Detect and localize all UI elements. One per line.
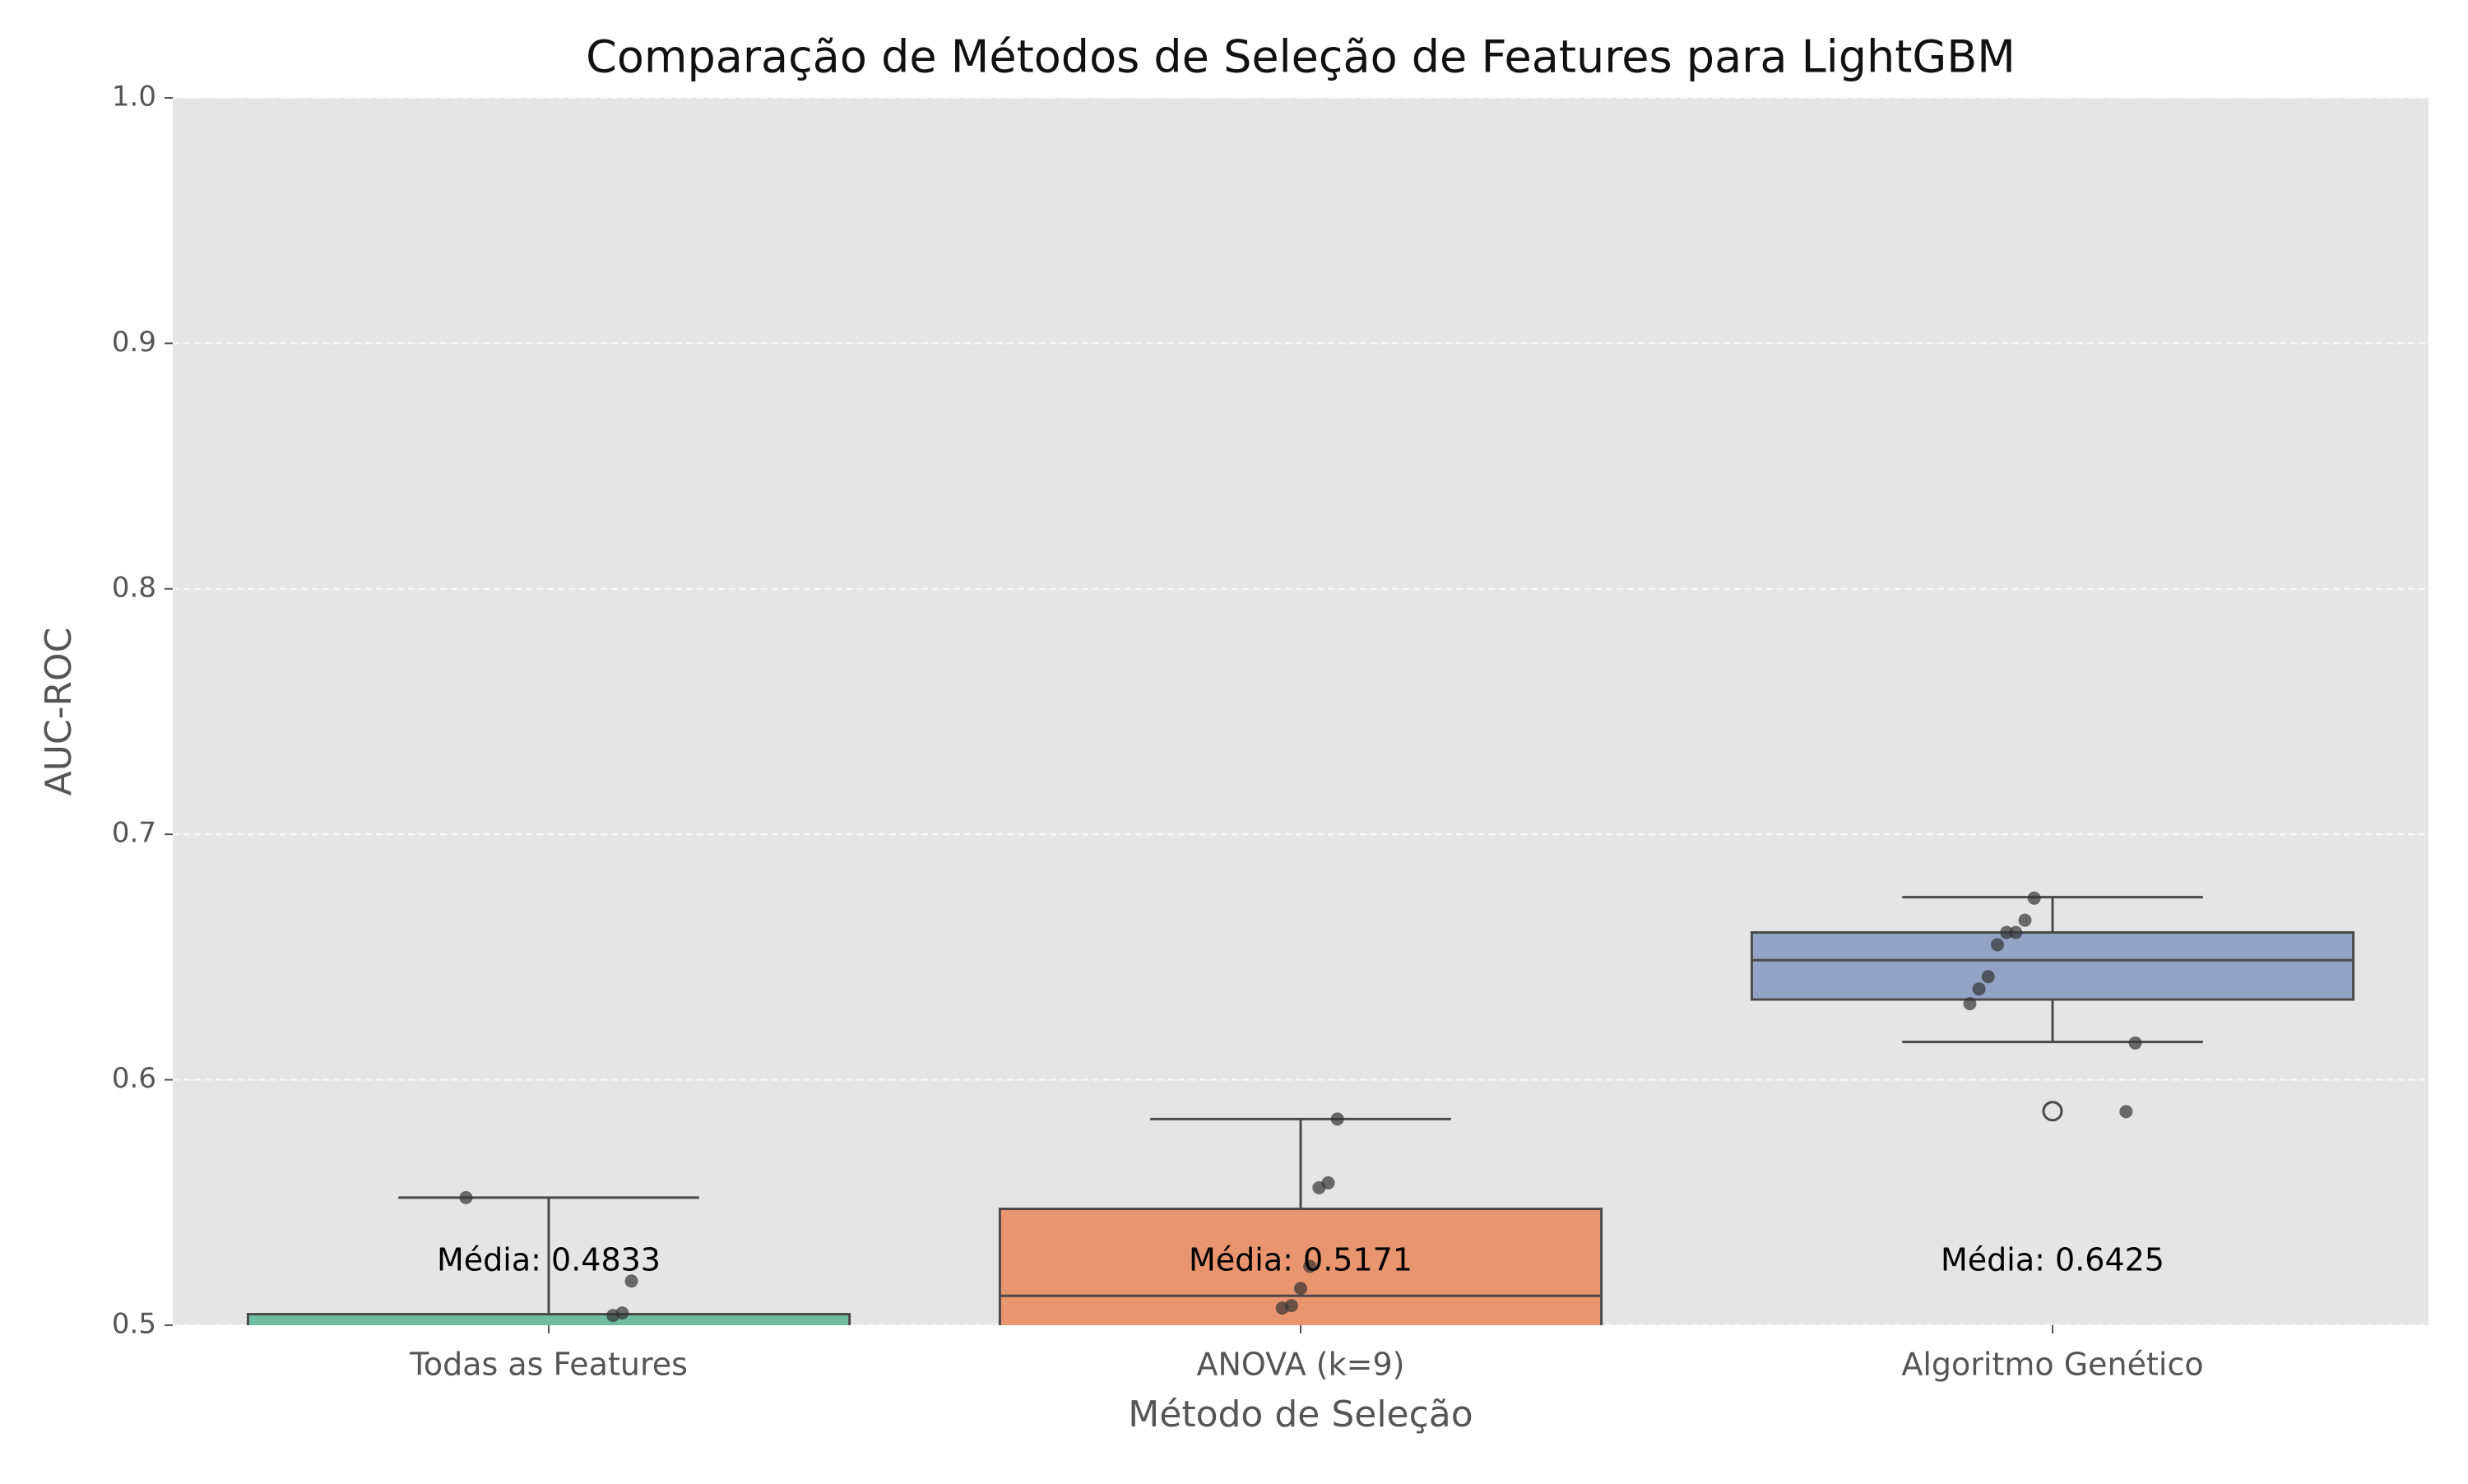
data-point bbox=[2119, 1105, 2133, 1119]
data-point bbox=[2128, 1036, 2142, 1050]
box bbox=[246, 1313, 851, 1325]
box bbox=[998, 1208, 1603, 1325]
y-tick-label: 0.7 bbox=[112, 817, 156, 850]
y-tick-label: 0.6 bbox=[112, 1062, 156, 1095]
outlier bbox=[2042, 1101, 2063, 1122]
data-point bbox=[2027, 891, 2041, 905]
data-point bbox=[2009, 925, 2023, 939]
box bbox=[1750, 931, 2355, 1001]
x-tick-label: ANOVA (k=9) bbox=[1197, 1347, 1405, 1383]
x-tick-label: Todas as Features bbox=[409, 1347, 688, 1383]
data-point bbox=[1981, 970, 1995, 984]
data-point bbox=[1963, 997, 1977, 1011]
data-point bbox=[459, 1190, 473, 1204]
y-tick-label: 1.0 bbox=[112, 81, 156, 114]
mean-label: Média: 0.6425 bbox=[1941, 1242, 2164, 1278]
plot-area bbox=[173, 98, 2429, 1325]
x-axis-label: Método de Seleção bbox=[1128, 1394, 1473, 1435]
y-tick-label: 0.8 bbox=[112, 571, 156, 604]
data-point bbox=[1972, 982, 1986, 996]
x-tick-label: Algoritmo Genético bbox=[1901, 1347, 2203, 1383]
y-axis-label: AUC-ROC bbox=[38, 628, 80, 796]
data-point bbox=[1303, 1259, 1317, 1273]
data-point bbox=[1330, 1112, 1344, 1126]
mean-label: Média: 0.4833 bbox=[437, 1242, 661, 1278]
data-point bbox=[1312, 1180, 1326, 1194]
data-point bbox=[2000, 925, 2014, 939]
mean-label: Média: 0.5171 bbox=[1189, 1242, 1413, 1278]
data-point bbox=[1294, 1282, 1307, 1296]
y-tick-label: 0.9 bbox=[112, 326, 156, 359]
data-point bbox=[1990, 938, 2004, 952]
data-point bbox=[2018, 913, 2032, 927]
data-point bbox=[606, 1309, 620, 1323]
chart-title: Comparação de Métodos de Seleção de Feat… bbox=[586, 31, 2016, 83]
y-tick-label: 0.5 bbox=[112, 1308, 156, 1341]
data-point bbox=[624, 1274, 638, 1288]
data-point bbox=[1275, 1301, 1289, 1315]
